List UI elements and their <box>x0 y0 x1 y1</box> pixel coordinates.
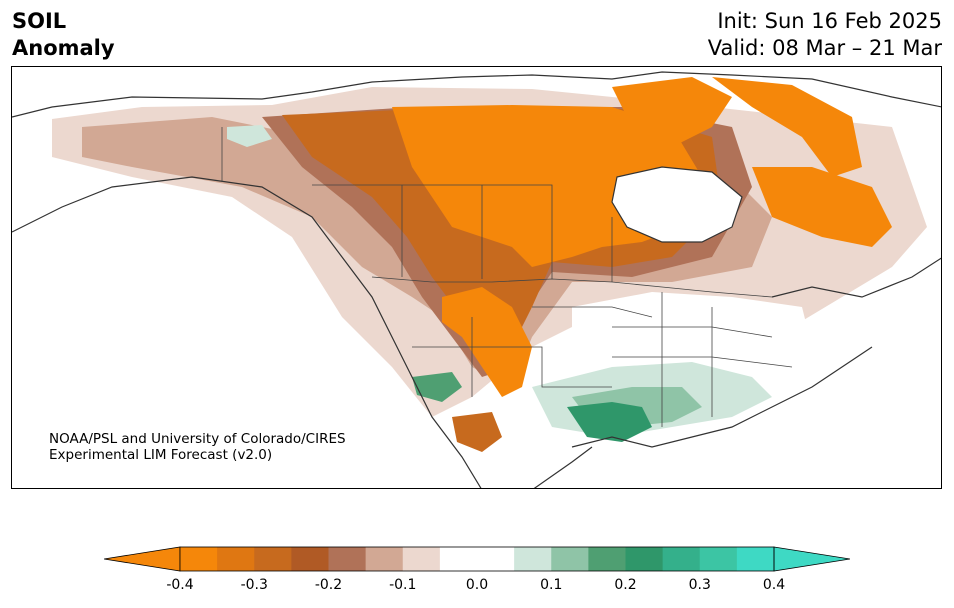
colorbar-tick-label: -0.4 <box>166 577 194 593</box>
colorbar <box>103 545 851 577</box>
colorbar-segment <box>625 547 664 571</box>
init-date: Init: Sun 16 Feb 2025 <box>717 9 942 33</box>
title-line-2: Anomaly <box>12 36 115 60</box>
credit-line-1: NOAA/PSL and University of Colorado/CIRE… <box>49 431 346 447</box>
colorbar-segment <box>439 547 478 571</box>
strong-dry-rockies <box>442 287 532 397</box>
strong-wet-texas <box>567 402 652 442</box>
colorbar-segment <box>736 547 775 571</box>
colorbar-segment <box>291 547 329 571</box>
colorbar-segment <box>514 547 552 571</box>
title-line-1: SOIL <box>12 9 67 33</box>
colorbar-segment <box>699 547 738 571</box>
neutral-us <box>572 292 812 387</box>
colorbar-segment <box>328 547 367 571</box>
anomaly-map <box>11 66 942 489</box>
colorbar-tick-label: 0.0 <box>465 577 489 593</box>
credit-text: NOAA/PSL and University of Colorado/CIRE… <box>49 431 346 463</box>
colorbar-tick-label: -0.3 <box>240 577 268 593</box>
colorbar-segment <box>551 547 589 571</box>
strong-dry-quebec <box>752 167 892 247</box>
colorbar-tick-label: 0.4 <box>762 577 786 593</box>
colorbar-frame <box>179 546 775 572</box>
dry-southwest <box>452 412 502 452</box>
forecast-dates: Init: Sun 16 Feb 2025 Valid: 08 Mar – 21… <box>708 8 942 62</box>
strong-dry-canada <box>392 105 702 267</box>
wet-nevada <box>412 372 462 402</box>
colorbar-segment <box>477 547 515 571</box>
boundaries <box>221 127 793 427</box>
colorbar-tick-label: -0.1 <box>389 577 417 593</box>
credit-line-2: Experimental LIM Forecast (v2.0) <box>49 447 273 463</box>
colorbar-segment <box>662 547 701 571</box>
colorbar-under-arrow <box>103 546 181 572</box>
colorbar-segment <box>402 547 441 571</box>
hudson-bay <box>612 167 742 242</box>
colorbar-segment <box>588 547 626 571</box>
colorbar-tick-label: 0.2 <box>614 577 637 593</box>
valid-date: Valid: 08 Mar – 21 Mar <box>707 36 942 60</box>
colorbar-segment <box>217 547 255 571</box>
colorbar-over-arrow <box>773 546 851 572</box>
colorbar-segment <box>365 547 404 571</box>
colorbar-tick-label: -0.2 <box>314 577 343 593</box>
map-svg <box>12 71 941 488</box>
strong-dry-arctic-2 <box>712 77 862 177</box>
light-wet-yukon <box>227 125 272 147</box>
colorbar-segment <box>254 547 292 571</box>
colorbar-tick-label: 0.1 <box>540 577 563 593</box>
map-title: SOIL Anomaly <box>12 8 115 62</box>
colorbar-tick-label: 0.3 <box>688 577 711 593</box>
coastlines <box>12 71 941 488</box>
strong-dry-arctic-1 <box>612 77 732 147</box>
colorbar-svg <box>103 546 851 572</box>
colorbar-segment <box>180 547 218 571</box>
